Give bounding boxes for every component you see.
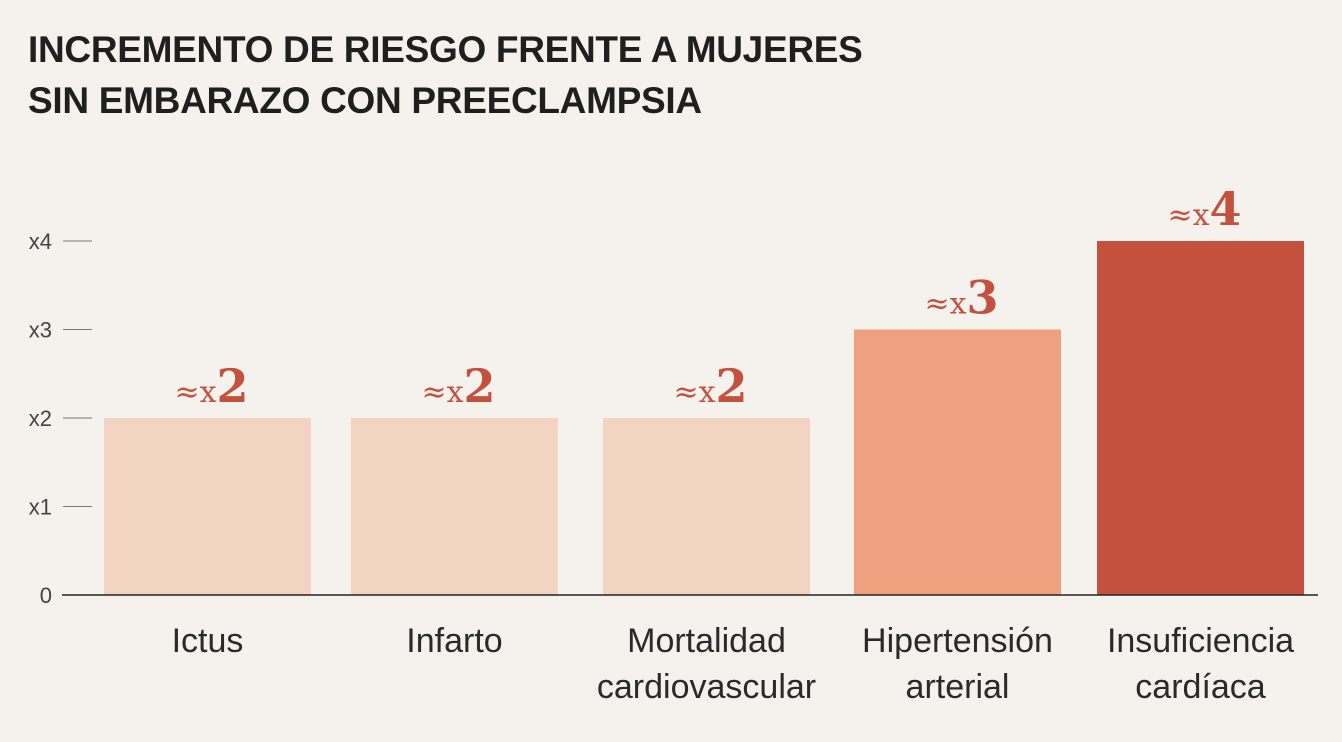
bar (1097, 241, 1304, 595)
category-label: Mortalidad (627, 622, 786, 660)
category-label: Infarto (406, 622, 502, 660)
category-label: cardíaca (1135, 668, 1265, 706)
y-tick-label: x1 (29, 495, 52, 520)
bar (603, 418, 810, 595)
bar-data-label-value: 2 (464, 359, 496, 413)
bar-data-label: ≈x2 (174, 359, 248, 413)
category-label: Hipertensión (862, 622, 1053, 660)
bar-data-label-prefix: ≈x (1167, 198, 1209, 233)
bar (351, 418, 558, 595)
bar-data-label-prefix: ≈x (174, 375, 216, 410)
y-tick-label: 0 (40, 583, 52, 608)
bar-data-label-value: 4 (1210, 182, 1242, 236)
bar-data-label-value: 2 (217, 359, 249, 413)
bar-data-label-prefix: ≈x (421, 375, 463, 410)
bar-data-label-value: 2 (716, 359, 748, 413)
y-tick-label: x4 (29, 229, 52, 254)
category-label: Insuficiencia (1107, 622, 1294, 660)
category-label: Ictus (172, 622, 244, 660)
chart-title-line-1: INCREMENTO DE RIESGO FRENTE A MUJERES (28, 29, 863, 70)
bar-data-label: ≈x2 (673, 359, 747, 413)
chart-title-line-2: SIN EMBARAZO CON PREECLAMPSIA (28, 80, 702, 121)
bar-data-label-prefix: ≈x (924, 287, 966, 322)
y-tick-label: x3 (29, 318, 52, 343)
category-label: arterial (906, 668, 1010, 706)
bar (854, 329, 1061, 595)
y-tick-label: x2 (29, 406, 52, 431)
bar-data-label: ≈x4 (1167, 182, 1241, 236)
category-label: cardiovascular (597, 668, 816, 706)
chart-title: INCREMENTO DE RIESGO FRENTE A MUJERES SI… (28, 24, 1028, 126)
bar-data-label: ≈x2 (421, 359, 495, 413)
bar (104, 418, 311, 595)
bar-data-label: ≈x3 (924, 271, 998, 325)
bar-data-label-prefix: ≈x (673, 375, 715, 410)
bar-data-label-value: 3 (967, 271, 999, 325)
